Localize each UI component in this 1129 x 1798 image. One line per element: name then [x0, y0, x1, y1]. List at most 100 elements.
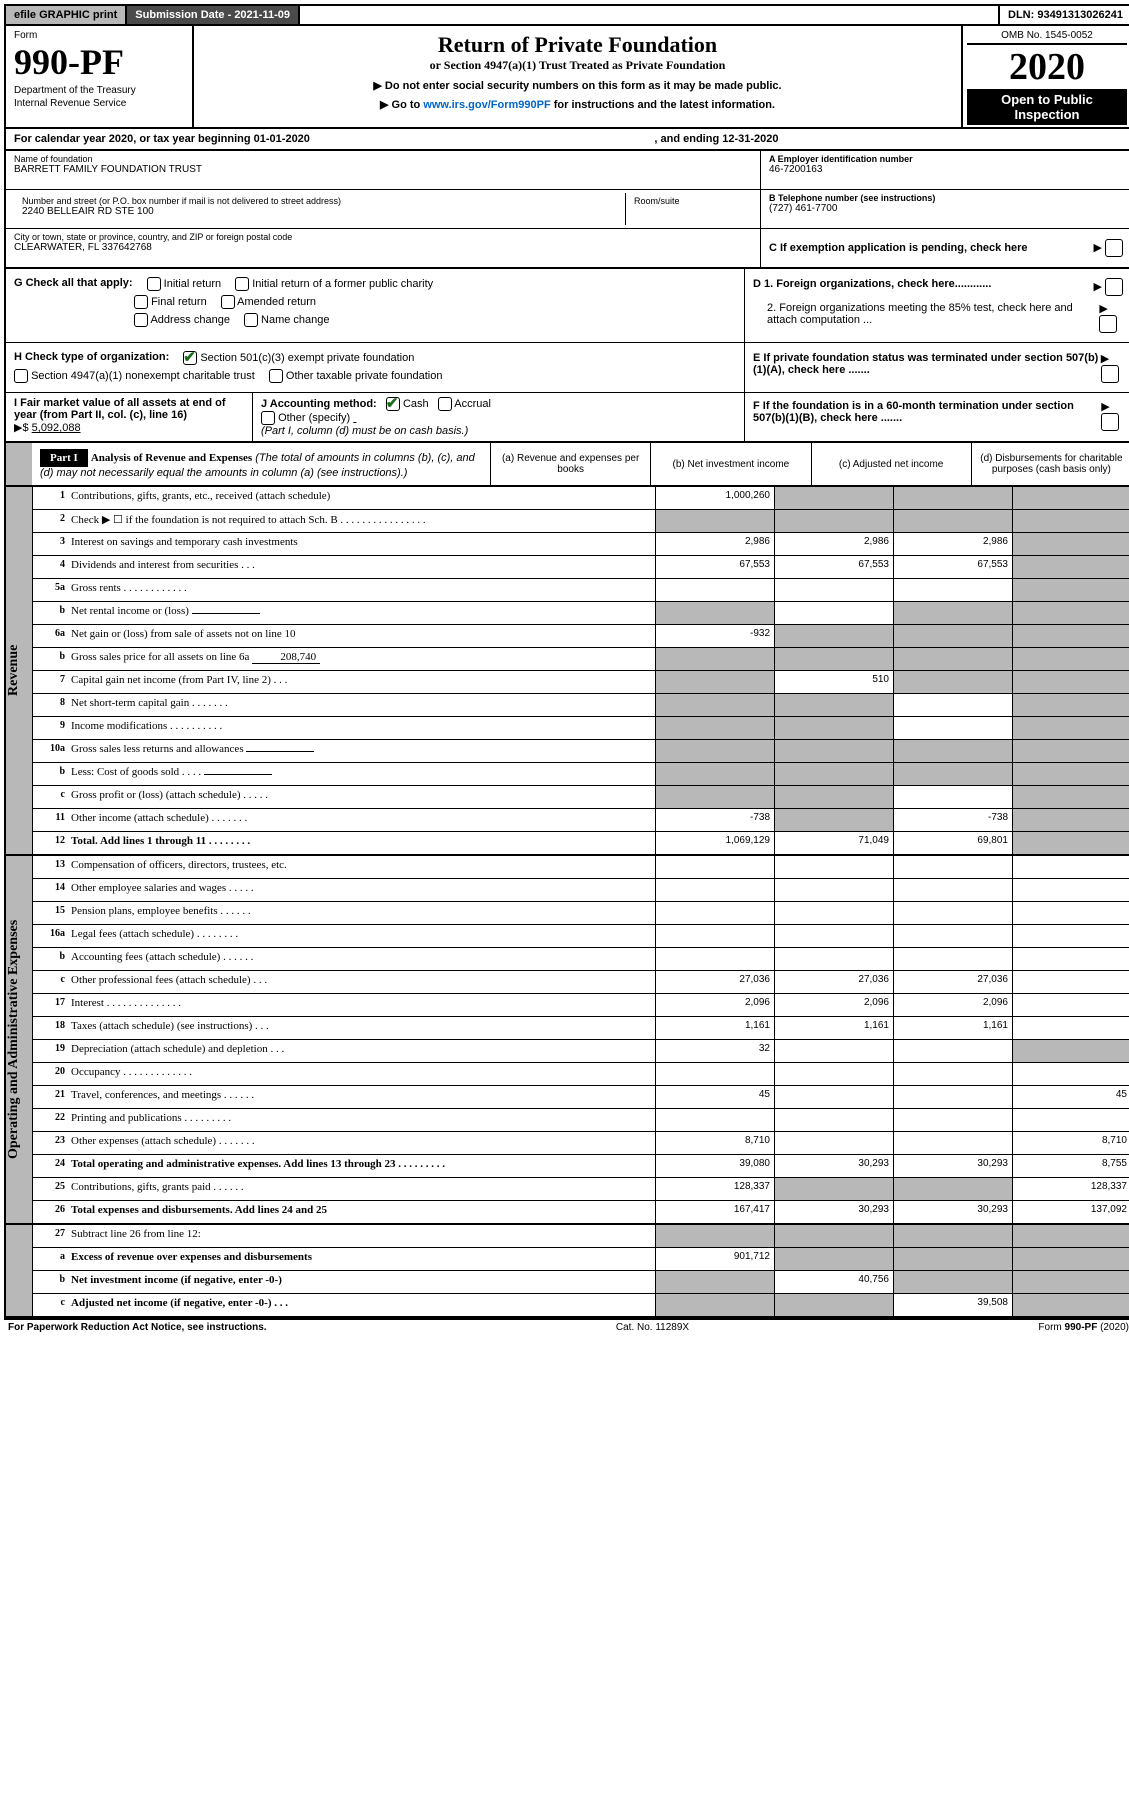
row-number: 5a — [33, 579, 71, 601]
cell-d — [1012, 832, 1129, 854]
row-number: 1 — [33, 487, 71, 509]
g-address-change[interactable] — [134, 313, 148, 327]
j-accrual[interactable] — [438, 397, 452, 411]
row-number: 3 — [33, 533, 71, 555]
row-desc: Adjusted net income (if negative, enter … — [71, 1294, 655, 1316]
table-row: 23Other expenses (attach schedule) . . .… — [33, 1132, 1129, 1155]
row-number: b — [33, 602, 71, 624]
cell-a — [655, 1294, 774, 1316]
row-number: 8 — [33, 694, 71, 716]
row-number: 7 — [33, 671, 71, 693]
cell-a: 2,986 — [655, 533, 774, 555]
cell-c — [893, 1109, 1012, 1131]
row-desc: Total. Add lines 1 through 11 . . . . . … — [71, 832, 655, 854]
row-number: b — [33, 763, 71, 785]
h-4947a1[interactable] — [14, 369, 28, 383]
g-initial-return[interactable] — [147, 277, 161, 291]
row-number: c — [33, 971, 71, 993]
table-row: 12Total. Add lines 1 through 11 . . . . … — [33, 832, 1129, 854]
submission-date: Submission Date - 2021-11-09 — [127, 6, 300, 24]
row-number: 25 — [33, 1178, 71, 1200]
cell-c — [893, 786, 1012, 808]
cell-c: 2,096 — [893, 994, 1012, 1016]
cell-c — [893, 579, 1012, 601]
row-number: 13 — [33, 856, 71, 878]
cell-d — [1012, 533, 1129, 555]
cell-a — [655, 763, 774, 785]
cell-c — [893, 671, 1012, 693]
g-name-change[interactable] — [244, 313, 258, 327]
row-desc: Capital gain net income (from Part IV, l… — [71, 671, 655, 693]
check-section-g: G Check all that apply: Initial return I… — [4, 269, 1129, 342]
cell-c — [893, 1040, 1012, 1062]
row-number: b — [33, 648, 71, 670]
row-desc: Occupancy . . . . . . . . . . . . . — [71, 1063, 655, 1085]
irs-link[interactable]: www.irs.gov/Form990PF — [423, 99, 550, 111]
g-amended[interactable] — [221, 295, 235, 309]
table-row: 6aNet gain or (loss) from sale of assets… — [33, 625, 1129, 648]
row-number: 19 — [33, 1040, 71, 1062]
h-other-taxable[interactable] — [269, 369, 283, 383]
cell-c: 69,801 — [893, 832, 1012, 854]
cell-b — [774, 625, 893, 647]
cell-b — [774, 694, 893, 716]
cell-a — [655, 579, 774, 601]
table-row: 4Dividends and interest from securities … — [33, 556, 1129, 579]
dept-irs: Internal Revenue Service — [14, 98, 184, 109]
cell-a: 8,710 — [655, 1132, 774, 1154]
cell-a — [655, 879, 774, 901]
table-row: 20Occupancy . . . . . . . . . . . . . — [33, 1063, 1129, 1086]
cell-b — [774, 902, 893, 924]
row-desc: Interest on savings and temporary cash i… — [71, 533, 655, 555]
row-desc: Check ▶ ☐ if the foundation is not requi… — [71, 510, 655, 532]
table-row: 14Other employee salaries and wages . . … — [33, 879, 1129, 902]
table-row: 7Capital gain net income (from Part IV, … — [33, 671, 1129, 694]
table-row: 16aLegal fees (attach schedule) . . . . … — [33, 925, 1129, 948]
cell-d — [1012, 786, 1129, 808]
row-number: 4 — [33, 556, 71, 578]
table-row: 11Other income (attach schedule) . . . .… — [33, 809, 1129, 832]
cell-d — [1012, 1109, 1129, 1131]
fmv-cell: I Fair market value of all assets at end… — [6, 393, 253, 441]
row-number: a — [33, 1248, 71, 1270]
g-initial-public[interactable] — [235, 277, 249, 291]
row-desc: Legal fees (attach schedule) . . . . . .… — [71, 925, 655, 947]
h-501c3[interactable] — [183, 351, 197, 365]
table-row: bNet investment income (if negative, ent… — [33, 1271, 1129, 1294]
row-desc: Gross sales price for all assets on line… — [71, 648, 655, 670]
row-number: 11 — [33, 809, 71, 831]
f-checkbox[interactable] — [1101, 413, 1119, 431]
form-header: Form 990-PF Department of the Treasury I… — [4, 26, 1129, 129]
calendar-year-row: For calendar year 2020, or tax year begi… — [4, 129, 1129, 151]
e-checkbox[interactable] — [1101, 365, 1119, 383]
cell-b — [774, 1109, 893, 1131]
hij-row: I Fair market value of all assets at end… — [4, 392, 1129, 443]
cell-b — [774, 648, 893, 670]
cell-b — [774, 1248, 893, 1270]
d1-checkbox[interactable] — [1105, 278, 1123, 296]
g-final-return[interactable] — [134, 295, 148, 309]
row-desc: Other employee salaries and wages . . . … — [71, 879, 655, 901]
dept-treasury: Department of the Treasury — [14, 85, 184, 96]
table-row: 10aGross sales less returns and allowanc… — [33, 740, 1129, 763]
table-row: aExcess of revenue over expenses and dis… — [33, 1248, 1129, 1271]
j-other[interactable] — [261, 411, 275, 425]
row-number: 17 — [33, 994, 71, 1016]
j-cash[interactable] — [386, 397, 400, 411]
row-desc: Total expenses and disbursements. Add li… — [71, 1201, 655, 1223]
d2-checkbox[interactable] — [1099, 315, 1117, 333]
cell-d — [1012, 740, 1129, 762]
cell-a — [655, 602, 774, 624]
cell-c — [893, 740, 1012, 762]
cell-c — [893, 763, 1012, 785]
cell-c — [893, 648, 1012, 670]
c-checkbox[interactable] — [1105, 239, 1123, 257]
cell-d — [1012, 1017, 1129, 1039]
row-desc: Net rental income or (loss) — [71, 602, 655, 624]
check-section-h: H Check type of organization: Section 50… — [4, 342, 1129, 392]
table-row: 13Compensation of officers, directors, t… — [33, 856, 1129, 879]
cell-c — [893, 717, 1012, 739]
cell-b — [774, 809, 893, 831]
row-number: 20 — [33, 1063, 71, 1085]
row-desc: Interest . . . . . . . . . . . . . . — [71, 994, 655, 1016]
